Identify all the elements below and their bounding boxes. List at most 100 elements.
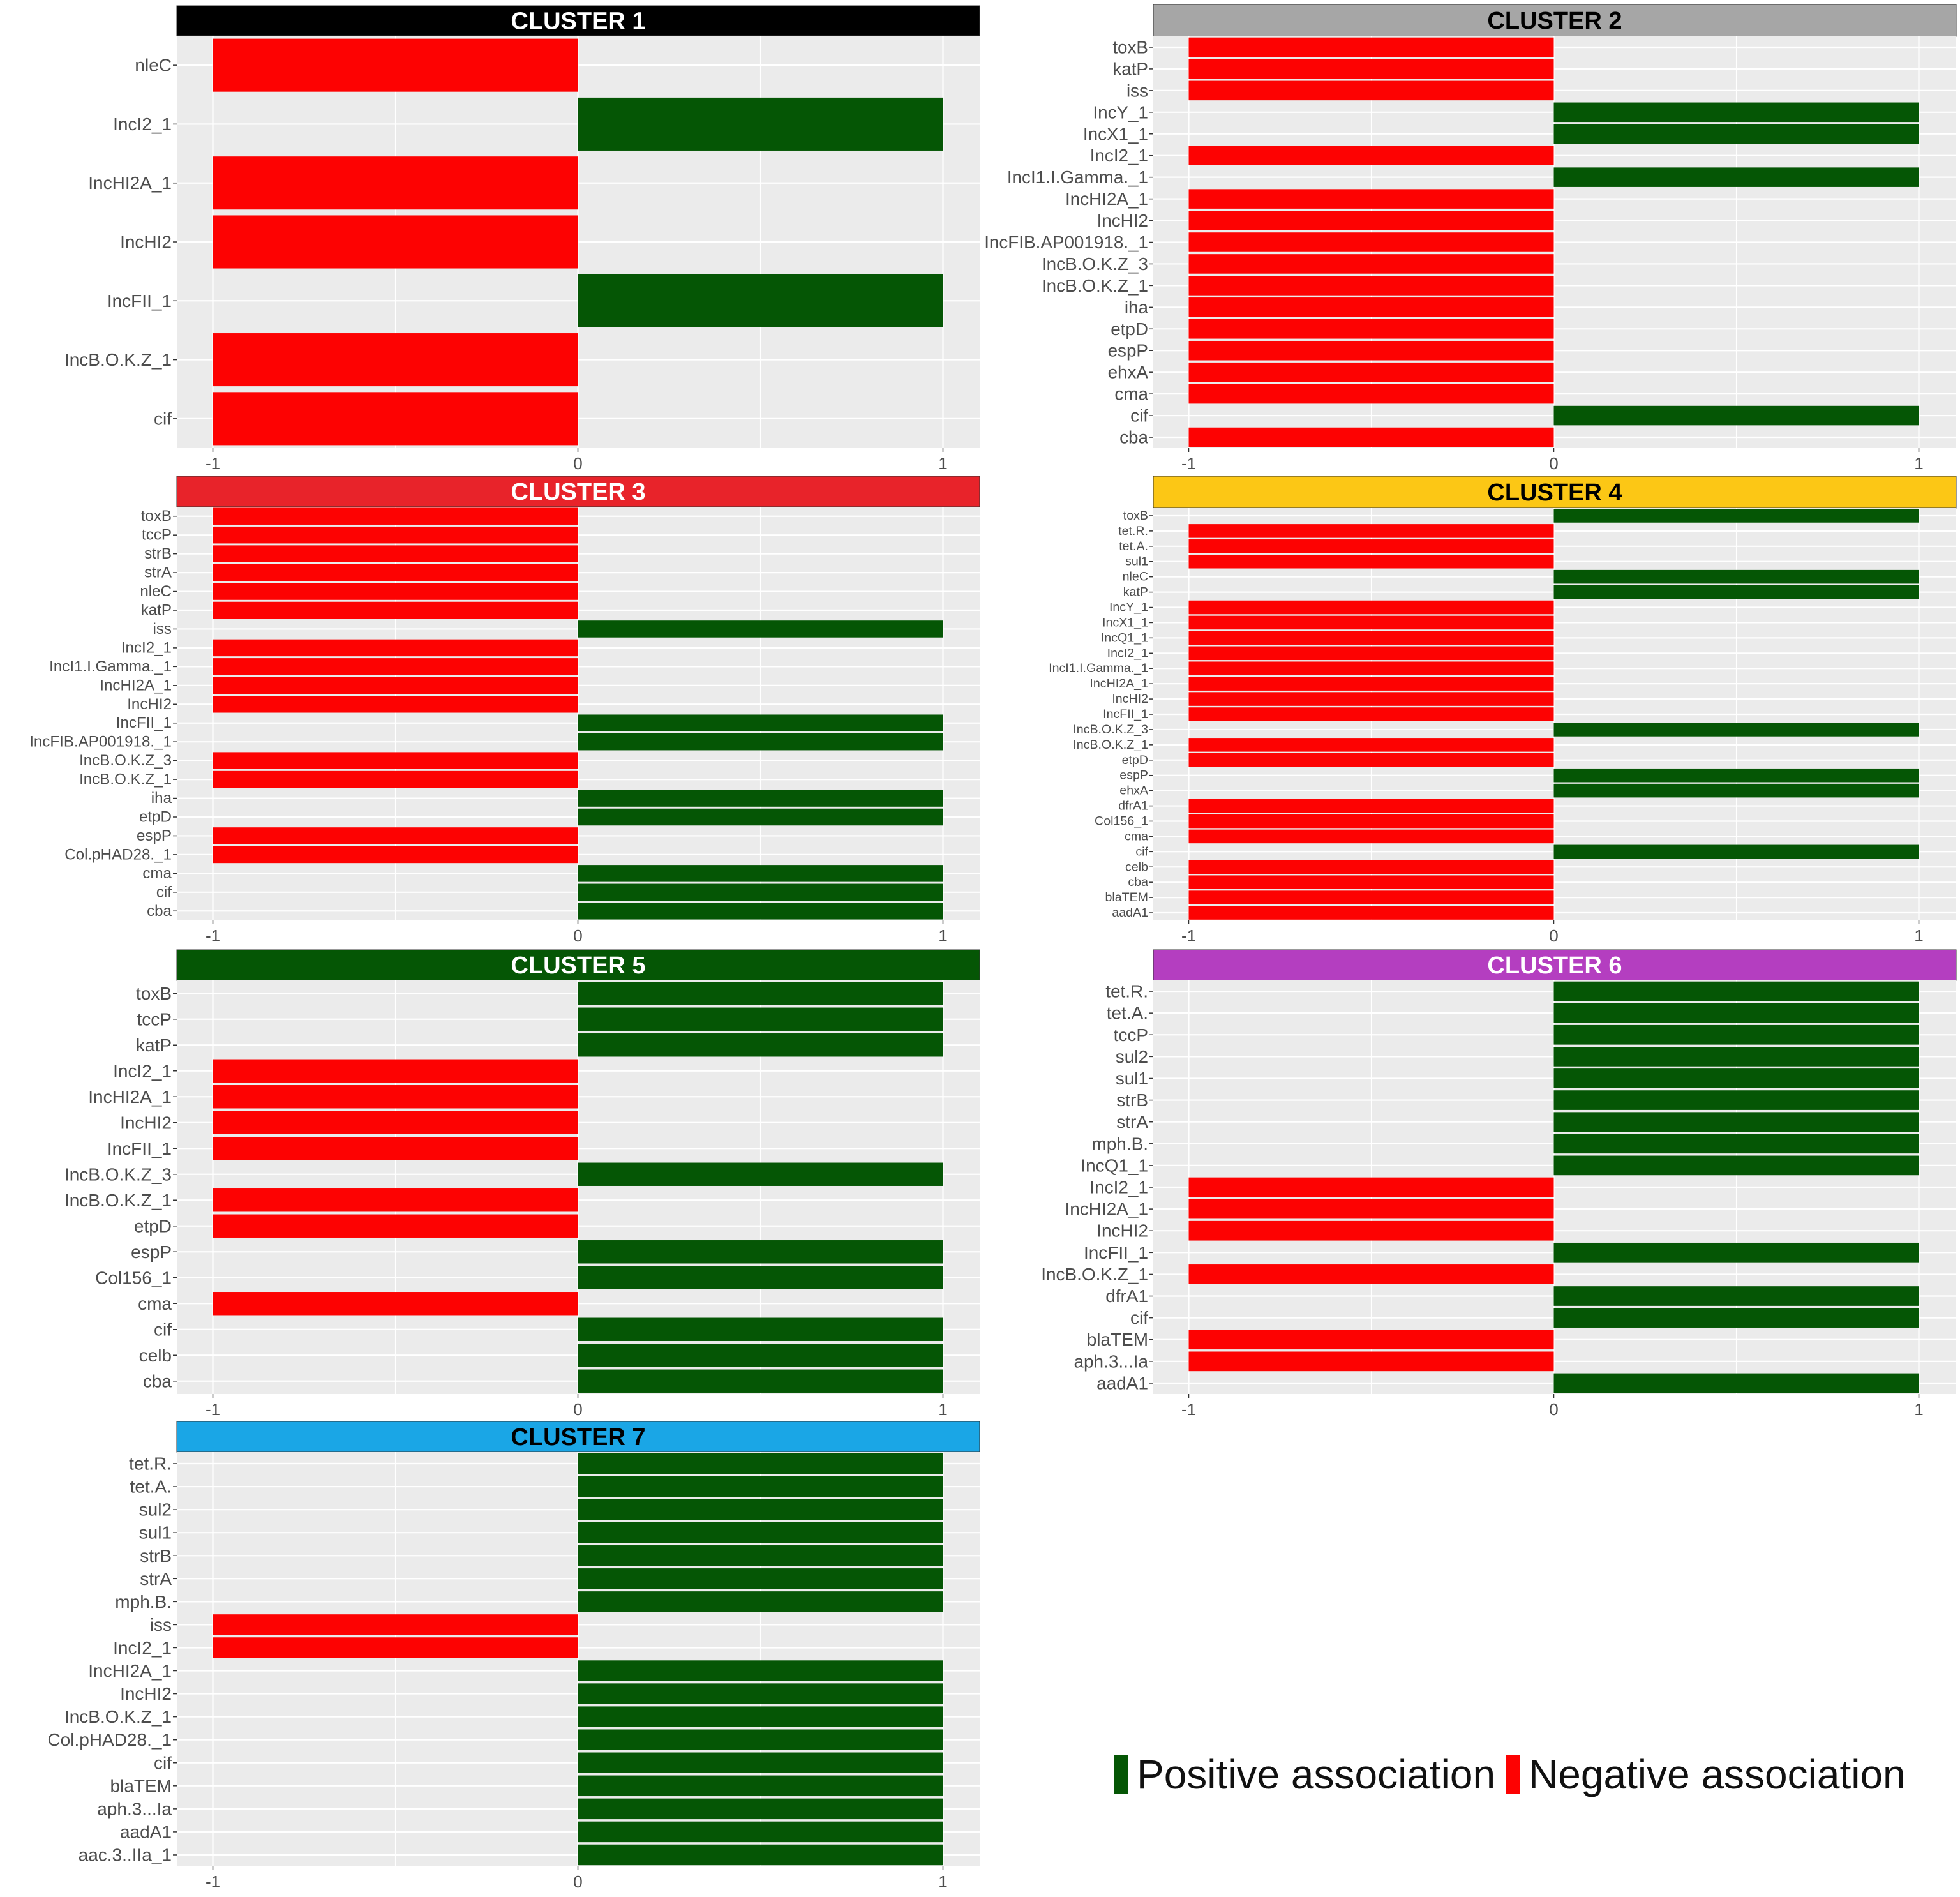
category-label: cif — [154, 409, 172, 428]
category-label: katP — [141, 602, 172, 619]
bar-negative — [1188, 539, 1554, 553]
x-tick-label: 1 — [1914, 926, 1923, 945]
x-tick-label: -1 — [1181, 1400, 1196, 1419]
category-label: cma — [138, 1294, 172, 1314]
category-label: sul2 — [139, 1500, 172, 1520]
category-label: IncI1.I.Gamma._1 — [1049, 661, 1148, 675]
category-label: IncY_1 — [1109, 601, 1148, 615]
bar-negative — [213, 639, 578, 657]
x-tick-label: 1 — [938, 454, 947, 473]
bar-positive — [578, 1821, 943, 1843]
cluster-title: CLUSTER 5 — [511, 952, 645, 979]
x-tick-label: 1 — [1914, 454, 1923, 473]
category-label: IncY_1 — [1093, 102, 1148, 122]
bar-negative — [1188, 1330, 1554, 1350]
legend-item-positive: Positive association — [1114, 1751, 1495, 1798]
category-label: aadA1 — [1096, 1373, 1148, 1393]
bar-negative — [1188, 340, 1554, 361]
category-label: IncFIB.AP001918._1 — [984, 232, 1148, 252]
bar-negative — [213, 392, 578, 446]
bar-positive — [1553, 569, 1919, 584]
x-tick-label: 0 — [573, 1400, 582, 1419]
bar-positive — [578, 274, 943, 327]
bar-negative — [213, 752, 578, 769]
cluster-title: CLUSTER 6 — [1487, 952, 1622, 979]
x-tick-label: 0 — [573, 926, 582, 945]
category-label: cif — [154, 1319, 172, 1339]
category-label: mph.B. — [115, 1592, 172, 1612]
category-label: toxB — [136, 984, 172, 1003]
bar-positive — [578, 865, 943, 882]
category-label: IncB.O.K.Z_3 — [1073, 723, 1148, 737]
category-label: IncHI2 — [1096, 1221, 1148, 1241]
bar-negative — [213, 333, 578, 387]
bar-positive — [1553, 844, 1919, 859]
legend: Positive association Negative associatio… — [1114, 1751, 1916, 1798]
x-tick-label: 0 — [573, 454, 582, 473]
category-label: aadA1 — [120, 1822, 172, 1841]
bar-positive — [578, 733, 943, 751]
category-label: blaTEM — [1087, 1330, 1148, 1349]
category-label: IncI2_1 — [1090, 146, 1148, 165]
bar-positive — [578, 903, 943, 920]
cluster-title: CLUSTER 4 — [1487, 479, 1622, 506]
category-label: IncHI2 — [120, 1684, 172, 1704]
bar-negative — [1188, 646, 1554, 661]
bar-negative — [213, 846, 578, 864]
bar-negative — [213, 526, 578, 544]
category-label: strB — [1116, 1090, 1148, 1110]
category-label: espP — [131, 1242, 172, 1262]
category-label: IncHI2A_1 — [100, 677, 172, 694]
category-label: IncQ1_1 — [1101, 631, 1148, 645]
x-tick-label: 1 — [938, 1872, 947, 1891]
category-label: strA — [144, 564, 172, 581]
category-label: IncX1_1 — [1102, 615, 1148, 629]
legend-item-negative: Negative association — [1506, 1751, 1906, 1798]
bar-positive — [578, 97, 943, 151]
category-label: cma — [1125, 829, 1148, 843]
category-label: espP — [1119, 769, 1148, 783]
category-label: aph.3...Ia — [97, 1799, 172, 1818]
category-label: tccP — [142, 527, 172, 544]
bar-positive — [578, 1369, 943, 1393]
bar-positive — [1553, 1003, 1919, 1023]
category-label: IncB.O.K.Z_3 — [79, 752, 172, 769]
bar-positive — [578, 790, 943, 807]
category-label: strA — [140, 1569, 172, 1589]
bar-positive — [578, 1266, 943, 1289]
category-label: toxB — [141, 507, 172, 525]
category-label: cba — [143, 1371, 172, 1391]
bar-negative — [213, 156, 578, 210]
bar-negative — [213, 1214, 578, 1238]
category-label: IncI1.I.Gamma._1 — [1007, 167, 1148, 187]
bar-negative — [213, 677, 578, 694]
category-label: IncHI2A_1 — [88, 173, 172, 193]
category-label: cba — [1119, 428, 1148, 447]
bar-positive — [578, 1660, 943, 1681]
category-label: IncFII_1 — [107, 291, 172, 311]
category-label: nleC — [135, 56, 172, 75]
category-label: aph.3...Ia — [1074, 1351, 1148, 1371]
bar-positive — [578, 1752, 943, 1773]
category-label: etpD — [1111, 319, 1148, 339]
bar-positive — [1553, 1024, 1919, 1045]
category-label: sul2 — [1116, 1047, 1148, 1067]
bar-positive — [1553, 1308, 1919, 1328]
cluster-strip — [176, 1421, 980, 1453]
category-label: nleC — [1123, 570, 1148, 584]
category-label: cif — [1130, 406, 1148, 426]
category-label: toxB — [1123, 509, 1148, 523]
cluster-panel-6: CLUSTER 6 tet.R. tet.A.tccPsul2sul1strBstr… — [1041, 949, 1957, 1419]
bar-positive — [578, 714, 943, 731]
category-label: IncHI2A_1 — [1065, 1199, 1148, 1219]
bar-negative — [213, 1188, 578, 1212]
category-label: etpD — [134, 1216, 172, 1236]
bar-positive — [1553, 1068, 1919, 1088]
bar-negative — [1188, 524, 1554, 538]
category-label: IncB.O.K.Z_1 — [1041, 1264, 1148, 1284]
bar-positive — [578, 982, 943, 1005]
bar-negative — [1188, 661, 1554, 675]
